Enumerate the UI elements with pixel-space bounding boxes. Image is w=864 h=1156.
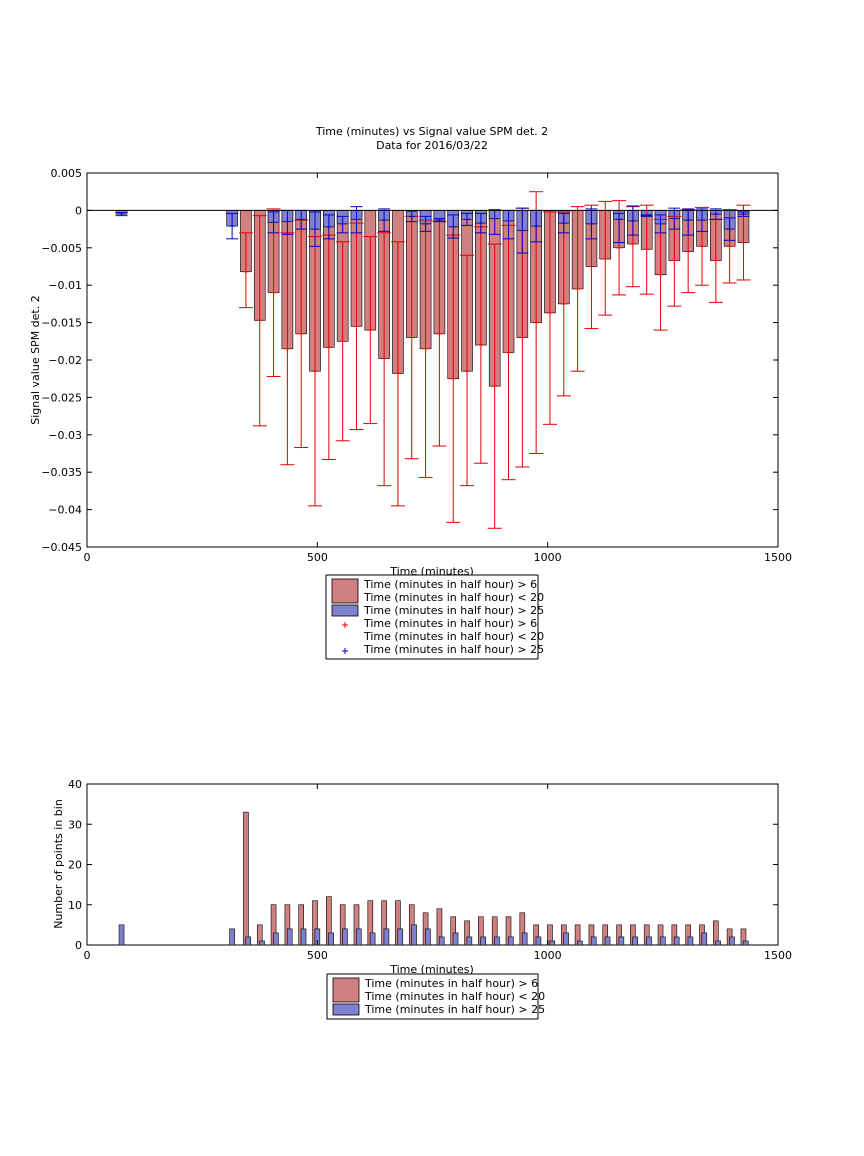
bar <box>577 940 583 946</box>
bar <box>342 928 348 946</box>
bar <box>273 932 279 946</box>
x-tick-label: 1000 <box>534 949 562 962</box>
bar <box>369 932 376 946</box>
y-tick-label: 40 <box>68 778 82 791</box>
bar <box>480 936 486 946</box>
legend-swatch <box>332 977 360 1003</box>
bar <box>438 936 445 946</box>
errorbars-1 <box>115 205 750 254</box>
bar <box>701 932 708 946</box>
x-tick-label: 1000 <box>534 551 562 564</box>
legend-entry-1: Time (minutes in half hour) > 25 <box>331 604 544 617</box>
y-tick-label: −0.02 <box>48 354 82 367</box>
bar <box>715 940 721 946</box>
bar <box>646 936 652 946</box>
legend-box <box>325 574 539 660</box>
x-tick-label: 500 <box>307 949 328 962</box>
y-tick-label: −0.035 <box>41 466 82 479</box>
y-tick-label: −0.03 <box>48 429 82 442</box>
bar <box>118 924 125 946</box>
axes-frame <box>86 783 779 946</box>
legend-swatch <box>331 604 359 617</box>
y-tick-label: −0.025 <box>41 391 82 404</box>
bar <box>563 932 569 946</box>
chart1-ylabel: Signal value SPM det. 2 <box>29 295 42 425</box>
y-tick-label: −0.04 <box>48 504 82 517</box>
bar <box>508 936 514 946</box>
y-tick-label: −0.045 <box>41 541 82 554</box>
legend-label: Time (minutes in half hour) < 20 <box>364 990 545 1003</box>
bar <box>328 932 334 946</box>
bar <box>660 936 666 946</box>
bar <box>632 936 638 946</box>
chart2-plot-area: 0 500 1000 1500 0 10 20 30 40 <box>68 778 792 962</box>
bar <box>383 928 390 946</box>
chart1-title: Time (minutes) vs Signal value SPM det. … <box>315 125 548 138</box>
legend-label: Time (minutes in half hour) > 25 <box>363 604 544 617</box>
legend-label: Time (minutes in half hour) < 20 <box>363 630 544 643</box>
bar <box>259 940 265 946</box>
bar <box>549 940 556 946</box>
y-tick-label: 20 <box>68 859 82 872</box>
bar <box>243 811 249 946</box>
x-tick-label: 1500 <box>764 949 792 962</box>
bar <box>618 936 625 946</box>
legend-label: Time (minutes in half hour) > 25 <box>363 643 544 656</box>
bar <box>466 936 473 946</box>
y-tick-label: 10 <box>68 899 82 912</box>
bar <box>355 928 362 946</box>
legend-label: Time (minutes in half hour) > 25 <box>364 1003 545 1016</box>
y-tick-label: −0.005 <box>41 242 82 255</box>
legend-swatch <box>331 578 359 604</box>
chart1-subtitle: Data for 2016/03/22 <box>376 139 488 152</box>
y-tick-label: −0.015 <box>41 317 82 330</box>
y-tick-label: −0.01 <box>48 279 82 292</box>
y-tick-label: 0 <box>75 204 82 217</box>
bar <box>535 936 542 946</box>
bar <box>425 928 431 946</box>
bar <box>452 932 459 946</box>
bar <box>300 928 307 946</box>
legend-entry-1: Time (minutes in half hour) > 25 <box>332 1003 545 1016</box>
legend-label: Time (minutes in half hour) > 6 <box>363 578 537 591</box>
bar <box>245 936 252 946</box>
x-tick-label: 1500 <box>764 551 792 564</box>
legend-label: Time (minutes in half hour) > 6 <box>364 977 538 990</box>
bar <box>411 924 417 946</box>
bar <box>494 936 500 946</box>
bar <box>397 928 404 946</box>
legend-label: Time (minutes in half hour) < 20 <box>363 591 544 604</box>
bar <box>729 936 735 946</box>
series-1 <box>118 924 749 946</box>
bar <box>673 936 680 946</box>
x-tick-label: 0 <box>84 551 91 564</box>
chart2-xlabel: Time (minutes) <box>389 963 474 976</box>
y-tick-label: 0 <box>75 939 82 952</box>
legend-swatch <box>332 1003 360 1016</box>
chart1-plot-area: 0 500 1000 1500 0.005 0 −0.005 −0.01 −0.015 −0.02… <box>41 167 792 564</box>
bar <box>286 928 293 946</box>
bar <box>521 932 528 946</box>
x-tick-label: 0 <box>84 949 91 962</box>
chart2-ylabel: Number of points in bin <box>52 799 65 929</box>
y-tick-label: 30 <box>68 818 82 831</box>
bar <box>604 936 611 946</box>
legend-label: Time (minutes in half hour) > 6 <box>363 617 537 630</box>
legend-entry-3: Time (minutes in half hour) > 25 <box>342 643 544 656</box>
y-tick-label: 0.005 <box>51 167 83 180</box>
x-tick-label: 500 <box>307 551 328 564</box>
bar <box>742 940 749 946</box>
bar <box>687 936 694 946</box>
bar <box>590 936 597 946</box>
legend-box <box>326 973 539 1020</box>
bar <box>229 928 235 946</box>
